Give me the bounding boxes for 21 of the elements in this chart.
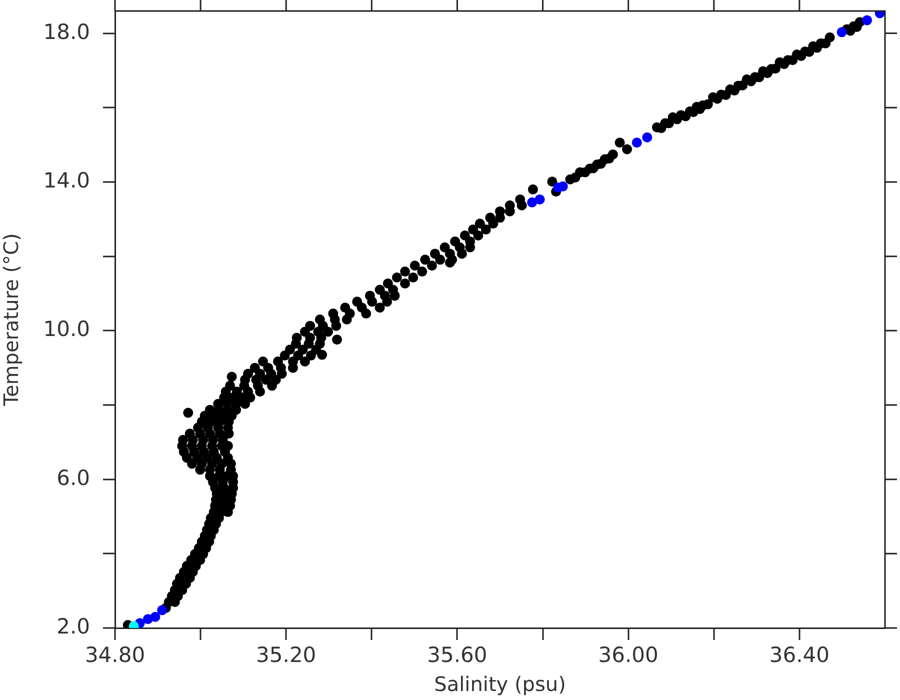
y-tick-label: 2.0 — [56, 614, 90, 638]
point — [836, 27, 847, 38]
x-tick-label: 35.60 — [427, 643, 488, 668]
point — [157, 605, 168, 616]
x-tick-label: 35.20 — [256, 643, 316, 668]
point — [527, 197, 538, 208]
point — [642, 132, 652, 142]
point — [150, 612, 160, 622]
y-tick-label: 18.0 — [43, 20, 90, 44]
x-tick-label: 34.80 — [84, 643, 146, 668]
y-tick-label: 10.0 — [43, 317, 90, 342]
point — [862, 15, 872, 26]
y-tick-label: 6.0 — [56, 466, 90, 490]
point — [558, 181, 568, 192]
x-axis-title: Salinity (psu) — [434, 672, 566, 696]
x-tick-label: 36.40 — [769, 643, 830, 668]
x-tick-label: 36.00 — [598, 643, 658, 668]
point — [632, 138, 642, 148]
y-tick-label: 14.0 — [43, 168, 90, 192]
y-axis-title: Temperature (°C) — [0, 233, 24, 407]
point — [534, 194, 545, 204]
